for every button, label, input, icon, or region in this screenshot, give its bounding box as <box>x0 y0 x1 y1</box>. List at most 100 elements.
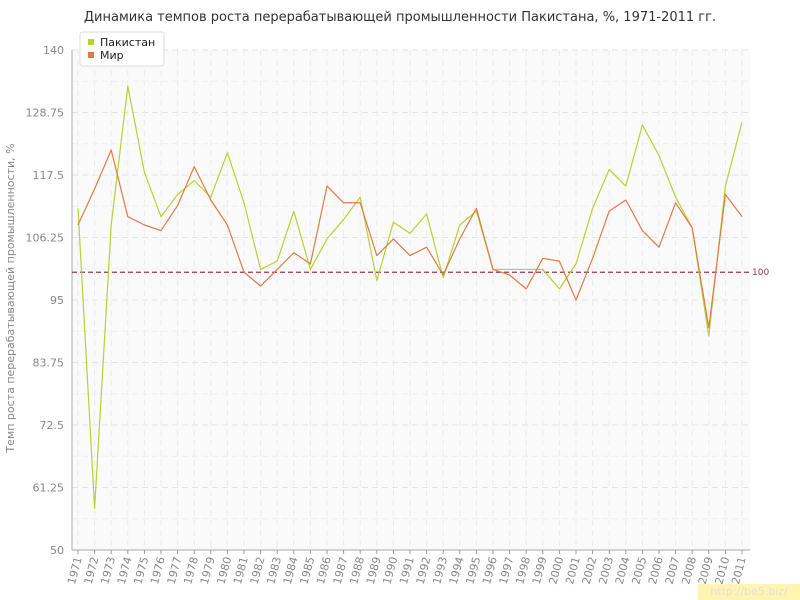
legend[interactable]: Пакистан Мир <box>79 31 165 67</box>
point-world-2005 <box>641 229 643 231</box>
point-world-1999 <box>542 257 544 259</box>
point-world-1975 <box>143 224 145 226</box>
point-world-2002 <box>591 257 593 259</box>
point-pakistan-1988 <box>359 196 361 198</box>
point-pakistan-2010 <box>724 185 726 187</box>
point-pakistan-1978 <box>193 179 195 181</box>
point-pakistan-1997 <box>508 268 510 270</box>
series-line-pakistan <box>77 85 743 509</box>
chart-title: Динамика темпов роста перерабатывающей п… <box>83 10 717 25</box>
watermark[interactable]: http://be5.biz/ <box>698 584 800 600</box>
point-pakistan-1975 <box>143 171 145 173</box>
point-world-1987 <box>342 202 344 204</box>
point-world-2011 <box>741 215 743 217</box>
point-world-2010 <box>724 193 726 195</box>
point-world-1996 <box>492 268 494 270</box>
y-axis-ticks: 50 61.25 72.5 83.75 95 106.25 117.5 128.75 140 <box>26 44 65 557</box>
x-axis-ticks: 1971197219731974197519761977197819791980… <box>65 550 749 586</box>
point-world-1980 <box>226 224 228 226</box>
point-world-2006 <box>658 246 660 248</box>
point-world-1973 <box>110 149 112 151</box>
point-pakistan-1985 <box>309 268 311 270</box>
point-world-1971 <box>77 224 79 226</box>
point-world-1982 <box>259 285 261 287</box>
point-pakistan-1999 <box>542 268 544 270</box>
point-pakistan-1998 <box>525 268 527 270</box>
point-pakistan-1993 <box>442 277 444 279</box>
point-pakistan-2011 <box>741 121 743 123</box>
point-world-1998 <box>525 288 527 290</box>
y-tick-label: 128.75 <box>26 107 65 120</box>
point-world-1977 <box>176 204 178 206</box>
legend-swatch-world <box>88 52 94 58</box>
point-world-1974 <box>127 215 129 217</box>
point-pakistan-1973 <box>110 224 112 226</box>
point-world-1988 <box>359 202 361 204</box>
point-world-1986 <box>326 185 328 187</box>
point-pakistan-1972 <box>93 507 95 509</box>
y-tick-label: 140 <box>43 44 64 57</box>
point-world-2000 <box>558 260 560 262</box>
point-pakistan-1982 <box>259 268 261 270</box>
series-line-world <box>77 149 743 329</box>
point-pakistan-1977 <box>176 193 178 195</box>
point-pakistan-2007 <box>674 196 676 198</box>
point-pakistan-1980 <box>226 152 228 154</box>
point-world-1983 <box>276 268 278 270</box>
legend-label-world[interactable]: Мир <box>100 49 124 62</box>
point-pakistan-1989 <box>376 279 378 281</box>
point-world-1979 <box>210 199 212 201</box>
point-world-1997 <box>508 274 510 276</box>
point-world-1995 <box>475 207 477 209</box>
point-world-2004 <box>625 199 627 201</box>
point-world-1989 <box>376 254 378 256</box>
point-pakistan-2000 <box>558 288 560 290</box>
y-tick-label: 106.25 <box>26 232 65 245</box>
point-pakistan-1983 <box>276 260 278 262</box>
y-tick-label: 50 <box>50 544 64 557</box>
point-pakistan-1981 <box>243 202 245 204</box>
point-pakistan-1994 <box>459 224 461 226</box>
series-lines <box>77 85 743 509</box>
point-world-2009 <box>708 327 710 329</box>
point-pakistan-1992 <box>425 213 427 215</box>
y-tick-label: 117.5 <box>33 169 65 182</box>
legend-box <box>79 31 165 67</box>
point-pakistan-1986 <box>326 238 328 240</box>
point-pakistan-1974 <box>127 85 129 87</box>
y-tick-label: 61.25 <box>33 482 65 495</box>
point-pakistan-2009 <box>708 335 710 337</box>
reference-line-label: 100 <box>752 268 769 278</box>
point-pakistan-2006 <box>658 154 660 156</box>
y-tick-label: 95 <box>50 294 64 307</box>
point-pakistan-1984 <box>293 210 295 212</box>
point-pakistan-1971 <box>77 207 79 209</box>
point-pakistan-1987 <box>342 218 344 220</box>
point-world-1976 <box>160 229 162 231</box>
point-pakistan-2004 <box>625 185 627 187</box>
point-world-1993 <box>442 274 444 276</box>
point-world-2001 <box>575 299 577 301</box>
y-axis-label: Темп роста перерабатывающей промышленнос… <box>4 143 17 453</box>
grid <box>72 49 750 551</box>
point-pakistan-1991 <box>409 232 411 234</box>
point-world-1992 <box>425 246 427 248</box>
legend-label-pakistan[interactable]: Пакистан <box>100 36 155 49</box>
point-world-1991 <box>409 254 411 256</box>
legend-swatch-pakistan <box>88 39 94 45</box>
axes <box>71 50 750 551</box>
point-world-1978 <box>193 165 195 167</box>
point-world-2007 <box>674 202 676 204</box>
y-tick-label: 72.5 <box>40 419 65 432</box>
point-world-2003 <box>608 210 610 212</box>
point-pakistan-1976 <box>160 215 162 217</box>
reference-line-group: 100 <box>72 268 769 278</box>
point-pakistan-1990 <box>392 221 394 223</box>
y-tick-label: 83.75 <box>33 357 65 370</box>
point-pakistan-2005 <box>641 124 643 126</box>
point-world-1985 <box>309 263 311 265</box>
point-world-2008 <box>691 227 693 229</box>
x-tick-label: 2011 <box>729 555 749 585</box>
point-world-1994 <box>459 238 461 240</box>
